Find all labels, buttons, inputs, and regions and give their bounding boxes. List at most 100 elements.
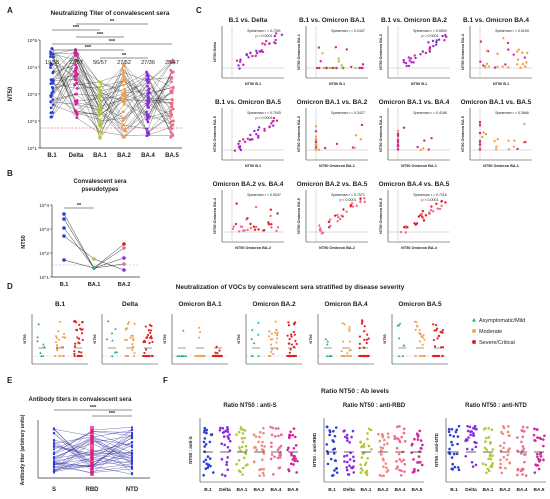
panel-d-point: [396, 324, 400, 327]
panel-d-point: [76, 336, 79, 339]
panel-f-point: [526, 426, 529, 429]
panel-e-point: [130, 460, 134, 463]
panel-d-point: [276, 348, 279, 350]
panel-a-sig-label: **: [110, 19, 115, 25]
panel-a-point: [98, 136, 102, 140]
panel-c-point: [431, 39, 435, 43]
panel-d-point: [256, 333, 260, 336]
panel-a-connect-line: [51, 57, 173, 132]
panel-f-point: [543, 434, 546, 438]
panel-f-point: [382, 474, 385, 477]
panel-f-point: [235, 462, 238, 466]
panel-a-xtick-label: Delta: [69, 153, 84, 159]
panel-c-point: [349, 204, 353, 207]
panel-f-point: [261, 440, 264, 444]
panel-a-point: [145, 127, 149, 131]
panel-c-point: [267, 223, 271, 226]
panel-f-point: [345, 436, 349, 440]
panel-f-point: [402, 431, 406, 435]
panel-c-point: [396, 138, 400, 142]
panel-e-point: [52, 455, 56, 458]
panel-f-point: [221, 426, 225, 430]
panel-c-point: [350, 65, 353, 69]
panel-f-point: [208, 440, 212, 444]
panel-d-point: [274, 331, 277, 334]
panel-f-point: [541, 438, 545, 441]
panel-c-point: [337, 60, 341, 63]
panel-f-point: [416, 435, 420, 438]
panel-a-connect-line: [51, 80, 173, 134]
panel-d-point: [200, 355, 203, 357]
panel-f-point: [332, 429, 335, 433]
panel-f-point: [237, 430, 241, 434]
panel-f-point: [235, 433, 238, 436]
panel-d-point: [287, 354, 290, 358]
panel-d-point: [57, 338, 60, 341]
panel-f-point: [533, 471, 537, 474]
panel-f-ylabel: NT50 : anti-S: [188, 436, 193, 464]
panel-d-point: [176, 354, 180, 358]
panel-f-point: [487, 457, 490, 461]
panel-c-point: [434, 43, 438, 46]
panel-d-point: [203, 355, 206, 357]
panel-f-point: [447, 427, 451, 431]
panel-b-ytick-label: 10^4: [39, 203, 49, 208]
panel-c-point: [493, 66, 497, 69]
panel-f-point: [364, 471, 367, 474]
panel-f-point: [456, 442, 459, 446]
panel-f-point: [225, 463, 228, 466]
panel-c-point: [502, 36, 505, 40]
panel-c-title: B.1 vs. Delta: [229, 17, 268, 24]
panel-c-point: [314, 140, 318, 144]
panel-a-fraction-label: 27/52: [117, 60, 131, 66]
panel-a-point: [51, 81, 55, 85]
panel-f-point: [450, 467, 454, 471]
panel-c-point: [516, 147, 519, 151]
panel-c-point: [521, 62, 525, 66]
panel-a-point: [49, 115, 53, 119]
panel-d-point: [415, 321, 418, 324]
panel-a-point: [169, 135, 173, 139]
panel-f-point: [288, 436, 291, 440]
panel-f-point: [386, 442, 389, 445]
panel-c-point: [328, 66, 331, 70]
panel-f-point: [276, 456, 280, 460]
panel-f-point: [419, 446, 423, 450]
panel-b-point: [122, 242, 126, 246]
panel-c-point: [427, 41, 430, 44]
panel-a-connect-line: [51, 65, 172, 136]
panel-c-point: [243, 229, 246, 232]
panel-a-point: [74, 67, 78, 71]
panel-f-point: [418, 450, 421, 453]
panel-f-point: [498, 466, 502, 469]
panel-c-xlabel: NT50 B.1: [245, 82, 261, 86]
panel-f-point: [220, 457, 224, 461]
panel-d-point: [289, 348, 292, 351]
panel-c-point: [271, 120, 274, 123]
panel-e-point: [130, 449, 134, 452]
panel-c-point: [314, 148, 318, 151]
panel-f-point: [343, 429, 346, 432]
panel-a-point: [123, 90, 127, 93]
panel-d-ylabel: NT50: [309, 334, 313, 343]
panel-c-point: [321, 231, 325, 234]
panel-a-xtick-label: BA.1: [93, 153, 107, 159]
panel-f-point: [241, 473, 244, 476]
panel-f-point: [226, 445, 230, 449]
panel-a-connect-line: [51, 63, 173, 135]
panel-c-point: [235, 202, 238, 205]
panel-c-point: [396, 129, 400, 133]
panel-f-point: [228, 439, 232, 443]
panel-c-ylabel: NT50 Omicron BA.4: [379, 115, 383, 152]
panel-f-point: [384, 462, 388, 465]
panel-d-point: [294, 321, 297, 324]
panel-d-point: [62, 336, 64, 339]
panel-f-point: [385, 466, 388, 470]
panel-b-point: [62, 234, 66, 238]
panel-c-point: [359, 200, 362, 204]
panel-f-xtick-label: B.1: [450, 487, 458, 493]
panel-c-point: [269, 214, 272, 218]
panel-a-point: [146, 77, 150, 81]
panel-f-point: [533, 439, 536, 442]
panel-f-point: [470, 460, 474, 464]
